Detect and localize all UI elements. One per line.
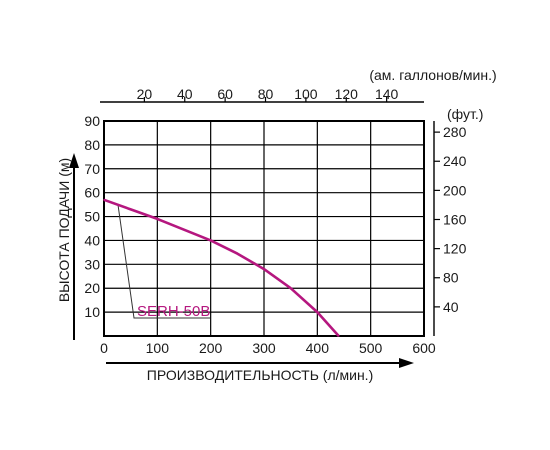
series-point — [337, 335, 340, 337]
x-tick-label: 400 — [306, 340, 330, 356]
top-tick-label: 60 — [217, 86, 233, 102]
y-tick-label: 30 — [84, 256, 100, 272]
right-tick-label: 240 — [443, 153, 467, 169]
right-tick-label: 200 — [443, 182, 467, 198]
x-tick-label: 100 — [146, 340, 170, 356]
series-point — [129, 208, 132, 211]
series-label: SERH-50B — [137, 303, 210, 320]
series-point — [263, 268, 265, 270]
series-lines — [103, 198, 340, 337]
right-tick-label: 160 — [443, 211, 467, 227]
y-tick-label: 60 — [84, 185, 100, 201]
x-axis-arrow-head — [399, 358, 414, 368]
right-axis-title: (фут.) — [447, 106, 483, 122]
x-tick-label: 600 — [412, 340, 436, 356]
top-tick-label: 140 — [375, 86, 399, 102]
grid — [69, 101, 435, 368]
x-tick-label: 0 — [100, 340, 108, 356]
y-axis-arrow-head — [69, 153, 79, 168]
x-axis-title: ПРОИЗВОДИТЕЛЬНОСТЬ (л/мин.) — [147, 367, 374, 383]
y-tick-label: 90 — [84, 113, 100, 129]
series-point — [156, 218, 159, 220]
series-point — [183, 228, 185, 231]
right-tick-label: 280 — [443, 124, 467, 140]
series-point — [103, 199, 105, 201]
series-point — [236, 252, 239, 255]
right-tick-label: 80 — [443, 270, 459, 286]
top-tick-label: 40 — [177, 86, 193, 102]
y-tick-label: 80 — [84, 137, 100, 153]
x-tick-label: 300 — [252, 340, 276, 356]
y-tick-label: 10 — [84, 304, 100, 320]
y-tick-label: 40 — [84, 232, 100, 248]
top-axis-title: (ам. галлонов/мин.) — [369, 67, 496, 83]
top-tick-label: 100 — [294, 86, 318, 102]
top-tick-label: 120 — [335, 86, 359, 102]
right-tick-label: 120 — [443, 241, 467, 257]
top-tick-label: 80 — [258, 86, 274, 102]
series-point — [316, 311, 319, 313]
series-line — [103, 198, 340, 337]
y-tick-label: 50 — [84, 209, 100, 225]
x-tick-label: 500 — [359, 340, 383, 356]
ticks: 0 100 200 300 400 500 600 10 20 30 40 50 60 70 80 90 20 4… — [84, 86, 466, 356]
y-tick-label: 20 — [84, 280, 100, 296]
x-tick-label: 200 — [199, 340, 223, 356]
series-point — [209, 239, 212, 242]
series-point — [289, 287, 292, 290]
right-tick-label: 40 — [443, 299, 459, 315]
series-label-leader — [117, 204, 210, 319]
top-tick-label: 20 — [137, 86, 153, 102]
y-tick-label: 70 — [84, 161, 100, 177]
y-axis-title: ВЫСОТА ПОДАЧИ (м) — [56, 158, 72, 302]
